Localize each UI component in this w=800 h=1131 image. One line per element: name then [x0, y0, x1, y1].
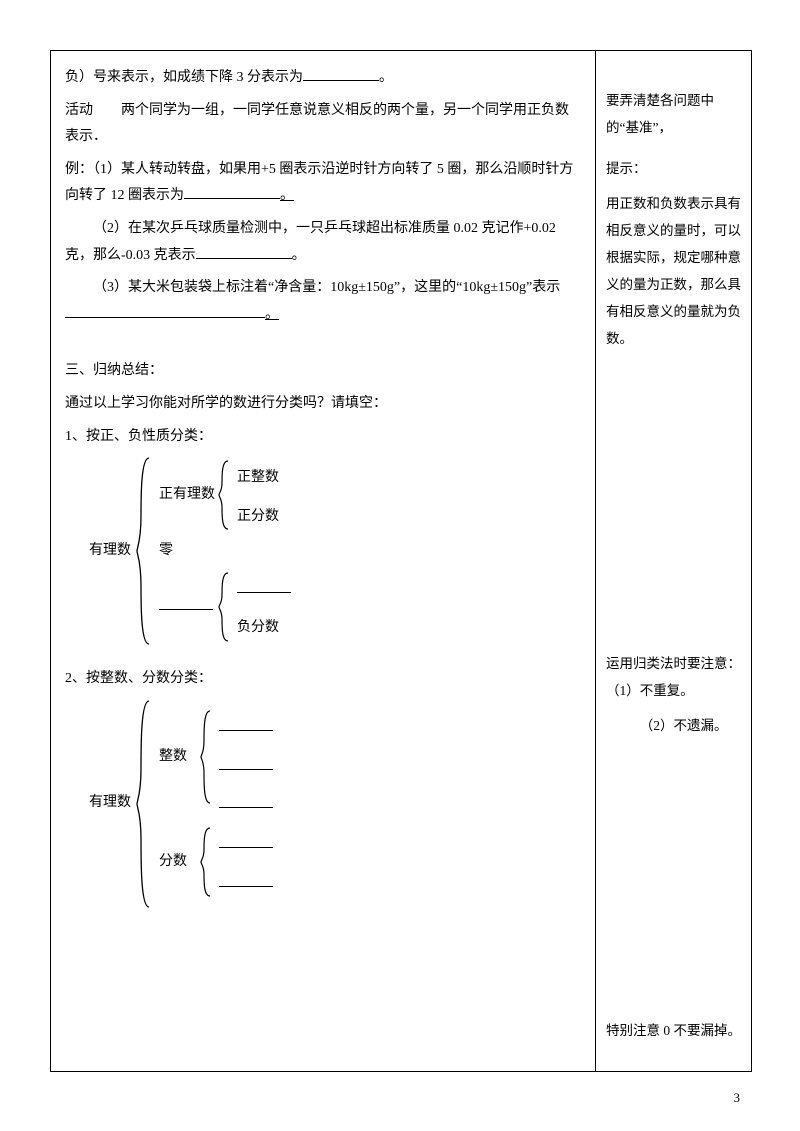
branch-negative: 负分数	[159, 571, 291, 643]
page-number: 3	[734, 1086, 741, 1111]
fill-blank[interactable]	[196, 244, 292, 259]
example-1: 例：（1）某人转动转盘，如果用+5 圈表示沿逆时针方向转了 5 圈，那么沿顺时针…	[65, 157, 581, 210]
classification-tree-1: 有理数 正有理数 正整数 正分数 零	[89, 456, 581, 646]
paragraph-cont: 负）号来表示，如成绩下降 3 分表示为 。	[65, 65, 581, 92]
leaf-blank[interactable]	[219, 715, 273, 742]
leaf-blank[interactable]	[237, 577, 291, 604]
section-heading: 三、归纳总结：	[65, 358, 581, 385]
content-frame: 负）号来表示，如成绩下降 3 分表示为。 活动 两个同学为一组，一同学任意说意义…	[50, 50, 752, 1072]
branch-label: 分数	[159, 849, 199, 876]
leaf-blank[interactable]	[219, 754, 273, 781]
fill-blank[interactable]	[184, 184, 280, 199]
branch-positive: 正有理数 正整数 正分数	[159, 459, 291, 531]
main-column: 负）号来表示，如成绩下降 3 分表示为。 活动 两个同学为一组，一同学任意说意义…	[51, 51, 596, 1071]
page: 负）号来表示，如成绩下降 3 分表示为。 活动 两个同学为一组，一同学任意说意义…	[0, 0, 800, 1131]
fill-blank[interactable]	[65, 303, 265, 318]
side-note-4: （2）不遗漏。	[606, 712, 741, 739]
sub-children	[213, 826, 273, 898]
text-u: 。	[265, 307, 279, 322]
text: 负）号来表示，如成绩下降 3 分表示为	[65, 70, 303, 85]
brace-icon	[199, 709, 213, 805]
classification-tree-2: 有理数 整数	[89, 699, 581, 909]
leaf-pos-frac: 正分数	[237, 504, 279, 531]
leaf-blank[interactable]	[219, 792, 273, 819]
leaf-pos-int: 正整数	[237, 465, 279, 492]
branch-label: 整数	[159, 744, 199, 771]
tree-root-label: 有理数	[89, 538, 135, 565]
brace-icon	[135, 456, 153, 646]
brace-icon	[217, 571, 231, 643]
side-note-3: 运用归类法时要注意：（1）不重复。	[606, 650, 741, 704]
tree-children: 整数 分数	[153, 699, 273, 909]
text: 。	[292, 248, 306, 263]
paragraph-activity: 活动 两个同学为一组，一同学任意说意义相反的两个量，另一个同学用正负数表示．	[65, 98, 581, 151]
example-2: （2）在某次乒乓球质量检测中，一只乒乓球超出标准质量 0.02 克记作+0.02…	[65, 216, 581, 269]
tree-children: 正有理数 正整数 正分数 零	[153, 456, 291, 646]
side-note-2: 用正数和负数表示具有相反意义的量时，可以根据实际，规定哪种意义的量为正数，那么具…	[606, 190, 741, 352]
tree-root-label: 有理数	[89, 790, 135, 817]
side-column: 要弄清楚各问题中的“基准”， 提示： 用正数和负数表示具有相反意义的量时，可以根…	[596, 51, 751, 1071]
text-u: 。	[280, 188, 294, 203]
question-2: 2、按整数、分数分类：	[65, 666, 581, 693]
leaf-blank[interactable]	[219, 832, 273, 859]
sub-children	[213, 709, 273, 805]
side-note-1: 要弄清楚各问题中的“基准”，	[606, 87, 741, 141]
brace-icon	[199, 826, 213, 898]
branch-label-blank[interactable]	[159, 594, 217, 621]
question-intro: 通过以上学习你能对所学的数进行分类吗？请填空：	[65, 391, 581, 418]
sub-children: 正整数 正分数	[231, 459, 279, 531]
sub-children: 负分数	[231, 571, 291, 643]
question-1: 1、按正、负性质分类：	[65, 424, 581, 451]
side-note-5: 特别注意 0 不要漏掉。	[606, 1017, 741, 1044]
leaf-blank[interactable]	[219, 871, 273, 898]
text: 。	[379, 70, 393, 85]
brace-icon	[217, 459, 231, 531]
branch-label: 正有理数	[159, 482, 217, 509]
leaf-neg-frac: 负分数	[237, 615, 291, 642]
text: （2）在某次乒乓球质量检测中，一只乒乓球超出标准质量 0.02 克记作+0.02…	[65, 221, 556, 263]
branch-zero: 零	[159, 538, 291, 565]
example-3: （3）某大米包装袋上标注着“净含量：10kg±150g”，这里的“10kg±15…	[65, 275, 581, 328]
text: 例：（1）某人转动转盘，如果用+5 圈表示沿逆时针方向转了 5 圈，那么沿顺时针…	[65, 162, 573, 204]
branch-integer: 整数	[159, 709, 273, 805]
branch-fraction: 分数	[159, 826, 273, 898]
brace-icon	[135, 699, 153, 909]
fill-blank[interactable]	[303, 66, 379, 81]
side-note-hint: 提示：	[606, 155, 741, 182]
text: （3）某大米包装袋上标注着“净含量：10kg±150g”，这里的“10kg±15…	[93, 280, 560, 295]
